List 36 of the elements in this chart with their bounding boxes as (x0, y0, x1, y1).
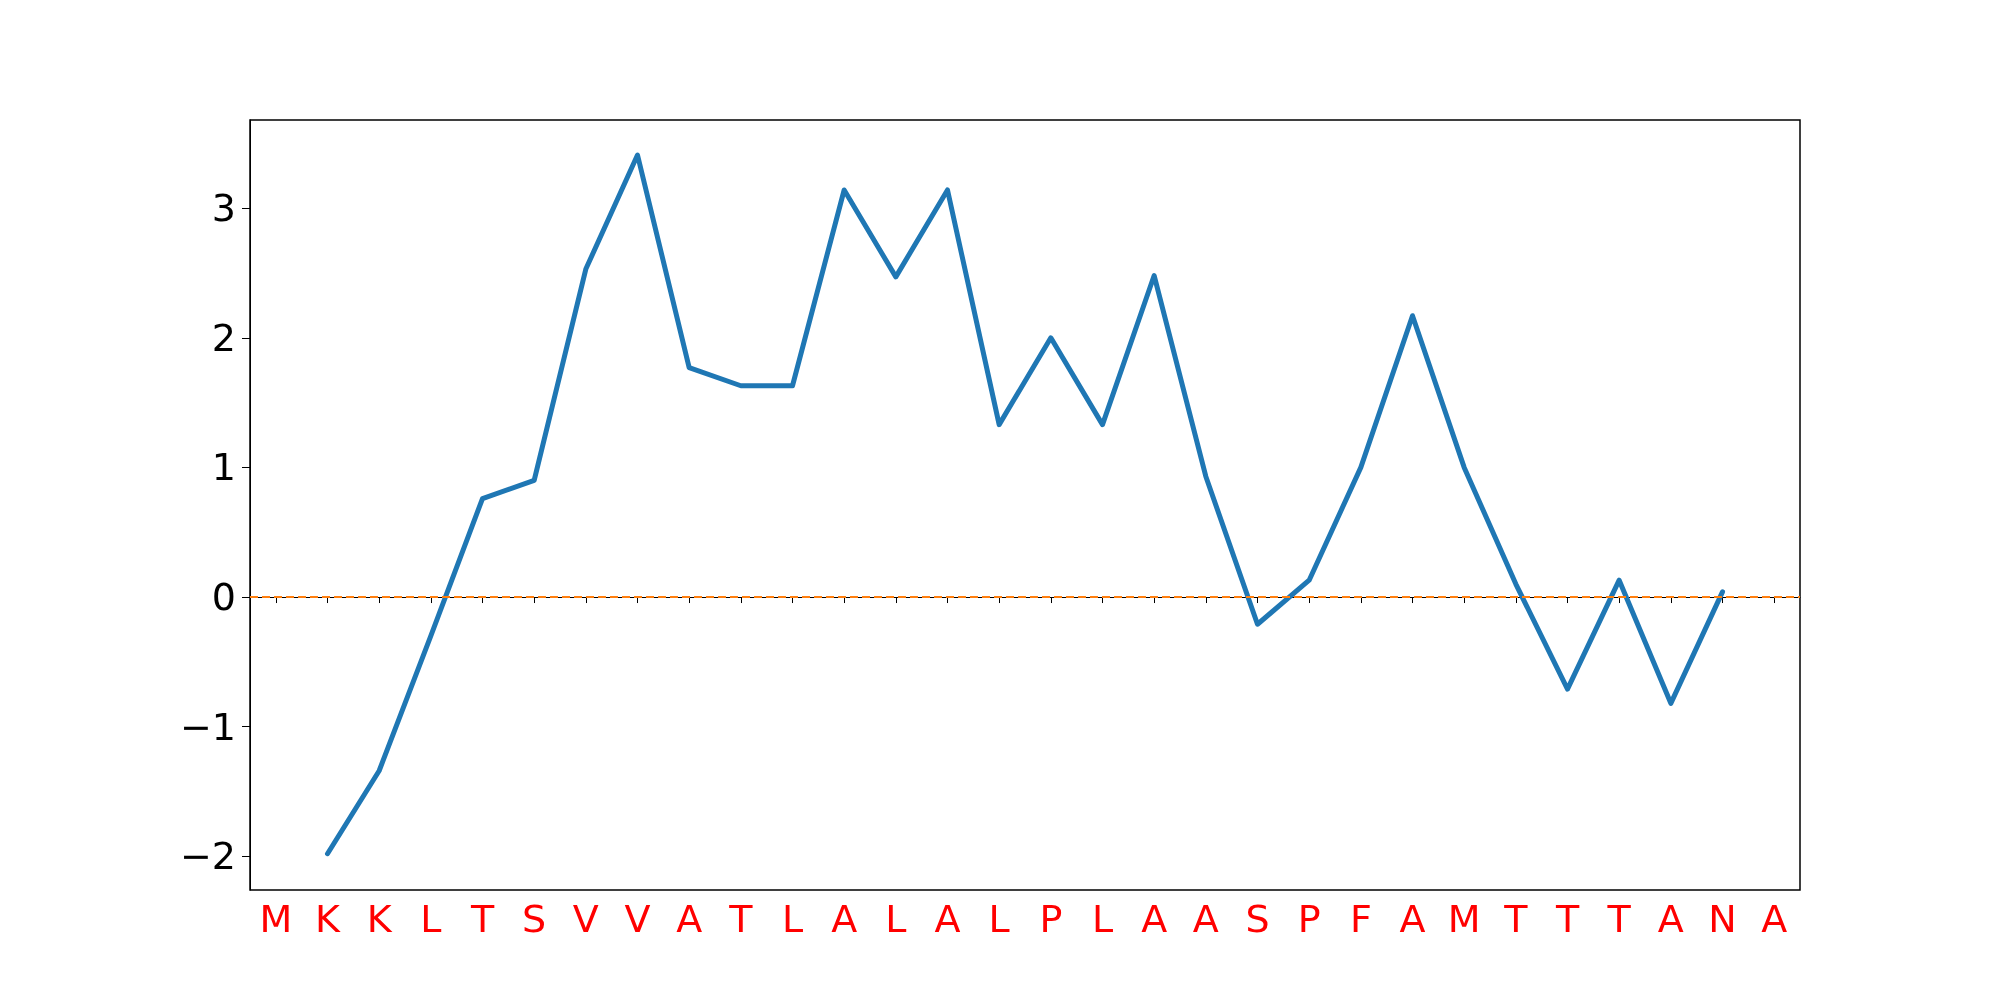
x-tick-label: L (781, 897, 804, 941)
x-tick-label: A (1192, 897, 1219, 941)
x-tick-label: A (1399, 897, 1426, 941)
x-tick-label: A (831, 897, 858, 941)
x-tick-label: P (1297, 897, 1321, 941)
x-tick-label: A (1657, 897, 1684, 941)
x-tick-label: A (934, 897, 961, 941)
x-tick-label: T (1503, 897, 1529, 941)
x-tick-label: T (1606, 897, 1632, 941)
x-tick-label: L (420, 897, 442, 941)
x-tick-label: M (259, 897, 293, 941)
y-tick-label: 0 (211, 575, 236, 620)
x-tick-label: V (572, 897, 599, 941)
x-tick-label: K (315, 897, 342, 941)
x-tick-label: M (1447, 897, 1481, 941)
x-tick-label: P (1039, 897, 1063, 941)
y-tick-label: 3 (211, 186, 236, 231)
x-tick-label: A (1141, 897, 1168, 941)
x-tick-label: T (728, 897, 754, 941)
y-tick-label: 2 (211, 315, 236, 360)
x-tick-label: V (624, 897, 651, 941)
x-tick-label: K (366, 897, 393, 941)
x-tick-label: L (988, 897, 1010, 941)
x-tick-label: A (1761, 897, 1788, 941)
x-tick-label: A (676, 897, 703, 941)
x-tick-label: T (469, 897, 495, 941)
y-tick-label: 1 (211, 445, 236, 490)
x-tick-label: S (522, 897, 547, 941)
x-tick-label: N (1708, 897, 1737, 941)
x-tick-label: F (1349, 897, 1372, 941)
x-tick-label: L (885, 897, 907, 941)
y-tick-label: −2 (179, 834, 236, 879)
x-tick-label: S (1245, 897, 1270, 941)
x-tick-label: L (1091, 897, 1114, 941)
y-tick-label: −1 (179, 704, 236, 749)
x-tick-label: T (1554, 897, 1580, 941)
